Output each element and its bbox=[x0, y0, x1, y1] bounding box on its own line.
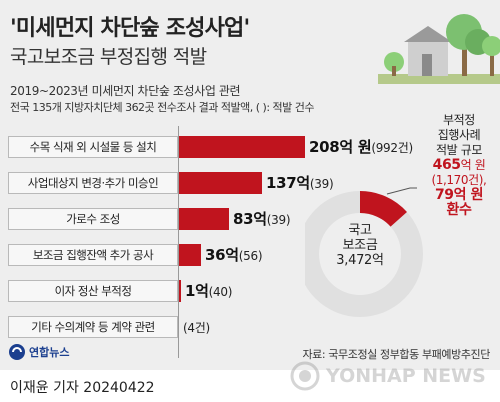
callout-count: (1,170건), bbox=[431, 173, 487, 187]
bar-value-label: (4건) bbox=[183, 316, 210, 339]
chart-note-scope: 전국 135개 지방자치단체 362곳 전수조사 결과 적발액, ( ): 적발… bbox=[10, 101, 315, 114]
yonhap-logo-icon bbox=[9, 344, 25, 360]
yonhap-logo-text: 연합뉴스 bbox=[29, 346, 70, 359]
forest-house-illustration bbox=[378, 14, 500, 84]
bar bbox=[179, 136, 305, 158]
infographic-card: '미세먼지 차단숲 조성사업' 국고보조금 부정집행 적발 2019~2023년… bbox=[0, 0, 500, 370]
bar bbox=[179, 244, 201, 266]
bar-count: (4건) bbox=[183, 321, 210, 335]
byline: 이재윤 기자 20240422 bbox=[10, 380, 155, 396]
callout-refund-number: 79 bbox=[434, 187, 454, 203]
pie-callout-label: 부적정 집행사례 적발 규모 465억 원 (1,170건), 79억 원 환수 bbox=[419, 113, 499, 218]
bar-category-label: 가로수 조성 bbox=[8, 208, 178, 230]
chart-subtitle: 국고보조금 부정집행 적발 bbox=[10, 46, 207, 68]
bar-category-label: 보조금 집행잔액 추가 공사 bbox=[8, 244, 178, 266]
bar-category-label: 수목 식재 외 시설물 등 설치 bbox=[8, 136, 178, 158]
bar bbox=[179, 280, 181, 302]
bar-amount: 208억 원 bbox=[309, 138, 372, 156]
bar-value-label: 36억(56) bbox=[205, 244, 263, 267]
yonhap-watermark-icon bbox=[290, 361, 320, 391]
pie-slice-highlight bbox=[360, 191, 407, 227]
callout-line3: 적발 규모 bbox=[436, 143, 482, 157]
pie-center-line2: 보조금 bbox=[342, 238, 378, 253]
bar-axis-line bbox=[178, 126, 179, 358]
bar-amount: 137억 bbox=[266, 174, 310, 192]
bar-amount: 83억 bbox=[233, 210, 267, 228]
bar-count: (40) bbox=[208, 285, 233, 299]
yonhap-watermark: YONHAP NEWS bbox=[290, 359, 486, 393]
bar bbox=[179, 172, 262, 194]
bar-value-label: 137억(39) bbox=[266, 172, 334, 195]
pie-callout-line bbox=[386, 187, 417, 195]
bar-count: (39) bbox=[266, 213, 291, 227]
callout-amount-unit: 억 원 bbox=[460, 158, 486, 172]
callout-refund-label: 환수 bbox=[446, 202, 472, 218]
pie-chart bbox=[305, 187, 423, 317]
bar-count: (992건) bbox=[371, 141, 413, 155]
callout-refund: 79억 원 bbox=[419, 188, 499, 203]
bar-count: (39) bbox=[309, 177, 334, 191]
callout-amount: 465억 원 bbox=[419, 158, 499, 173]
callout-refund-unit: 억 원 bbox=[453, 187, 484, 203]
callout-amount-number: 465 bbox=[432, 157, 461, 173]
pie-center-line1: 국고 bbox=[348, 223, 372, 238]
bar-amount: 36억 bbox=[205, 246, 239, 264]
bar-count: (56) bbox=[238, 249, 263, 263]
source-note: 자료: 국무조정실 정부합동 부패예방추진단 bbox=[302, 348, 490, 361]
bar-category-label: 기타 수의계약 등 계약 관련 bbox=[8, 316, 178, 338]
bar-value-label: 208억 원(992건) bbox=[309, 136, 413, 159]
bar-amount: 1억 bbox=[185, 282, 209, 300]
bar-category-label: 이자 정산 부적정 bbox=[8, 280, 178, 302]
chart-title: '미세먼지 차단숲 조성사업' bbox=[10, 16, 250, 41]
pie-center-value: 3,472억 bbox=[336, 253, 384, 268]
chart-note-period: 2019~2023년 미세먼지 차단숲 조성사업 관련 bbox=[10, 84, 241, 98]
pie-center-label: 국고 보조금 3,472억 bbox=[326, 223, 394, 268]
callout-line1: 부적정 bbox=[443, 113, 475, 127]
bar-value-label: 1억(40) bbox=[185, 280, 232, 303]
bar bbox=[179, 208, 229, 230]
callout-line2: 집행사례 bbox=[437, 128, 481, 142]
bar-category-label: 사업대상지 변경·추가 미승인 bbox=[8, 172, 178, 194]
bar-value-label: 83억(39) bbox=[233, 208, 291, 231]
watermark-text: YONHAP NEWS bbox=[326, 365, 486, 387]
yonhap-logo: 연합뉴스 bbox=[8, 343, 69, 361]
